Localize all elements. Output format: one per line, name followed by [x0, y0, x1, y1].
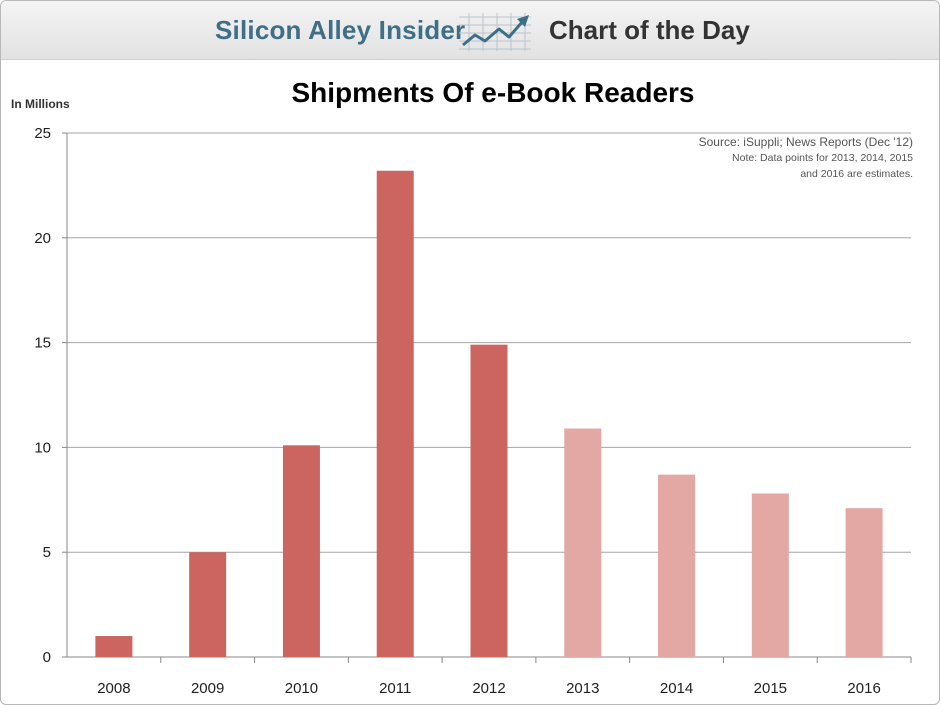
bar-2016	[845, 508, 883, 657]
bar-2009	[189, 552, 227, 657]
y-tick-label: 0	[43, 649, 51, 666]
x-tick-label: 2012	[472, 680, 505, 697]
source-note: Source: iSuppli; News Reports (Dec '12)	[698, 135, 913, 149]
chart-notes: Source: iSuppli; News Reports (Dec '12) …	[699, 134, 913, 182]
x-tick-label: 2015	[754, 680, 787, 697]
y-tick-label: 5	[43, 544, 51, 561]
chart-title: Shipments Of e-Book Readers	[291, 77, 695, 108]
y-tick-label: 25	[34, 125, 51, 142]
bar-2008	[95, 636, 133, 657]
header-banner: Silicon Alley Insider Chart of the Day	[1, 1, 939, 60]
bar-2015	[751, 493, 789, 657]
x-tick-label: 2016	[847, 680, 880, 697]
x-tick-label: 2009	[191, 680, 224, 697]
y-tick-label: 20	[34, 230, 51, 247]
estimate-note-line-2: and 2016 are estimates.	[800, 168, 913, 180]
y-axis-label: In Millions	[11, 97, 70, 111]
rising-chart-arrow-icon	[459, 13, 531, 51]
bar-2010	[282, 445, 320, 657]
estimate-note-line-1: Note: Data points for 2013, 2014, 2015	[732, 152, 913, 164]
x-tick-label: 2011	[379, 680, 411, 697]
bar-2012	[470, 344, 508, 657]
y-tick-label: 15	[34, 335, 51, 352]
y-tick-label: 10	[34, 439, 51, 456]
brand-name: Silicon Alley Insider	[215, 15, 466, 45]
x-tick-label: 2013	[566, 680, 599, 697]
x-tick-label: 2008	[97, 680, 130, 697]
section-title: Chart of the Day	[549, 15, 750, 45]
bar-2013	[564, 428, 602, 657]
bar-2011	[376, 170, 414, 657]
x-tick-label: 2010	[285, 680, 318, 697]
bar-2014	[658, 474, 696, 657]
x-tick-label: 2014	[660, 680, 693, 697]
